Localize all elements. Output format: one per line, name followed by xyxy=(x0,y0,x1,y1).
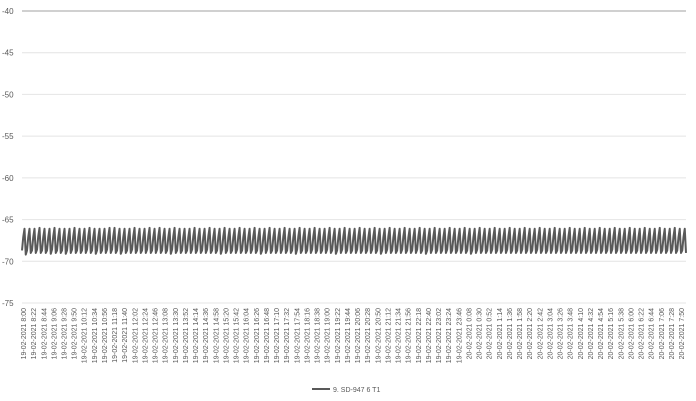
legend: 9. SD-947 6 T1 xyxy=(312,387,380,394)
x-tick-label: 19-02-2021 19:44 xyxy=(345,308,352,363)
x-tick-label: 20-02-2021 4:54 xyxy=(598,308,605,359)
x-tick-label: 19-02-2021 20:06 xyxy=(355,308,362,363)
x-tick-label: 19-02-2021 9:28 xyxy=(61,308,68,359)
x-tick-label: 19-02-2021 18:16 xyxy=(304,308,311,363)
x-tick-label: 20-02-2021 4:10 xyxy=(578,308,585,359)
y-tick-label: -45 xyxy=(2,49,14,58)
x-tick-label: 19-02-2021 10:56 xyxy=(102,308,109,363)
x-tick-label: 19-02-2021 20:50 xyxy=(375,308,382,363)
x-tick-label: 19-02-2021 13:08 xyxy=(163,308,170,363)
x-tick-label: 19-02-2021 17:54 xyxy=(294,308,301,363)
x-tick-label: 19-02-2021 20:28 xyxy=(365,308,372,363)
x-tick-label: 19-02-2021 9:06 xyxy=(51,308,58,359)
x-tick-label: 19-02-2021 12:46 xyxy=(153,308,160,363)
x-tick-label: 20-02-2021 5:16 xyxy=(608,308,615,359)
x-tick-label: 19-02-2021 11:18 xyxy=(112,308,119,363)
x-tick-label: 19-02-2021 23:02 xyxy=(436,308,443,363)
x-tick-label: 20-02-2021 6:22 xyxy=(639,308,646,359)
y-tick-label: -55 xyxy=(2,132,14,141)
x-tick-label: 19-02-2021 23:24 xyxy=(446,308,453,363)
y-axis-tick-labels: -40 -45 -50 -55 -60 -65 -70 -75 xyxy=(2,7,14,308)
x-tick-label: 19-02-2021 8:22 xyxy=(31,308,38,359)
x-tick-label: 20-02-2021 2:20 xyxy=(527,308,534,359)
x-tick-label: 19-02-2021 17:32 xyxy=(284,308,291,363)
x-tick-label: 19-02-2021 8:44 xyxy=(41,308,48,359)
x-tick-label: 20-02-2021 1:58 xyxy=(517,308,524,359)
x-tick-label: 19-02-2021 14:36 xyxy=(203,308,210,363)
x-tick-label: 20-02-2021 0:08 xyxy=(466,308,473,359)
y-tick-label: -65 xyxy=(2,216,14,225)
x-tick-label: 20-02-2021 4:32 xyxy=(588,308,595,359)
x-tick-label: 19-02-2021 10:34 xyxy=(92,308,99,363)
x-tick-label: 20-02-2021 1:14 xyxy=(497,308,504,359)
x-tick-label: 19-02-2021 12:02 xyxy=(132,308,139,363)
x-tick-label: 19-02-2021 21:34 xyxy=(396,308,403,363)
x-tick-label: 19-02-2021 19:22 xyxy=(335,308,342,363)
x-tick-label: 19-02-2021 14:58 xyxy=(213,308,220,363)
x-tick-label: 19-02-2021 13:52 xyxy=(183,308,190,363)
x-tick-label: 19-02-2021 21:12 xyxy=(385,308,392,363)
series-line xyxy=(21,226,687,256)
x-tick-label: 19-02-2021 16:26 xyxy=(254,308,261,363)
x-tick-label: 20-02-2021 7:50 xyxy=(679,308,686,359)
x-tick-label: 19-02-2021 10:12 xyxy=(82,308,89,363)
x-tick-label: 19-02-2021 19:00 xyxy=(325,308,332,363)
x-tick-label: 19-02-2021 23:46 xyxy=(456,308,463,363)
x-tick-label: 19-02-2021 18:38 xyxy=(315,308,322,363)
x-tick-label: 19-02-2021 15:20 xyxy=(223,308,230,363)
x-tick-label: 19-02-2021 8:00 xyxy=(21,308,28,359)
y-tick-label: -40 xyxy=(2,7,14,16)
y-tick-label: -75 xyxy=(2,299,14,308)
x-tick-label: 20-02-2021 7:06 xyxy=(659,308,666,359)
x-tick-label: 19-02-2021 12:24 xyxy=(142,308,149,363)
x-tick-label: 20-02-2021 3:04 xyxy=(547,308,554,359)
x-tick-label: 19-02-2021 22:40 xyxy=(426,308,433,363)
x-tick-label: 20-02-2021 6:44 xyxy=(649,308,656,359)
x-tick-label: 19-02-2021 14:14 xyxy=(193,308,200,363)
x-tick-label: 19-02-2021 13:30 xyxy=(173,308,180,363)
x-tick-label: 20-02-2021 7:28 xyxy=(669,308,676,359)
x-axis-tick-labels: 19-02-2021 8:00 19-02-2021 8:22 19-02-2021… xyxy=(21,308,686,363)
x-tick-label: 19-02-2021 17:10 xyxy=(274,308,281,363)
x-tick-label: 20-02-2021 0:52 xyxy=(487,308,494,359)
x-tick-label: 19-02-2021 22:18 xyxy=(416,308,423,363)
x-tick-label: 19-02-2021 16:48 xyxy=(264,308,271,363)
x-tick-label: 20-02-2021 3:26 xyxy=(558,308,565,359)
y-tick-label: -60 xyxy=(2,174,14,183)
legend-label: 9. SD-947 6 T1 xyxy=(333,387,380,394)
x-tick-label: 20-02-2021 0:30 xyxy=(477,308,484,359)
x-tick-label: 20-02-2021 3:48 xyxy=(568,308,575,359)
x-tick-label: 20-02-2021 1:36 xyxy=(507,308,514,359)
x-tick-label: 19-02-2021 9:50 xyxy=(72,308,79,359)
x-tick-label: 20-02-2021 5:38 xyxy=(618,308,625,359)
x-tick-label: 19-02-2021 21:56 xyxy=(406,308,413,363)
series-layer xyxy=(21,226,687,256)
y-tick-label: -70 xyxy=(2,257,14,266)
y-tick-label: -50 xyxy=(2,90,14,99)
x-tick-label: 20-02-2021 6:00 xyxy=(628,308,635,359)
x-tick-label: 19-02-2021 16:04 xyxy=(244,308,251,363)
x-tick-label: 20-02-2021 2:42 xyxy=(537,308,544,359)
x-tick-label: 19-02-2021 11:40 xyxy=(122,308,129,363)
gridlines xyxy=(22,10,686,304)
x-tick-label: 19-02-2021 15:42 xyxy=(234,308,241,363)
